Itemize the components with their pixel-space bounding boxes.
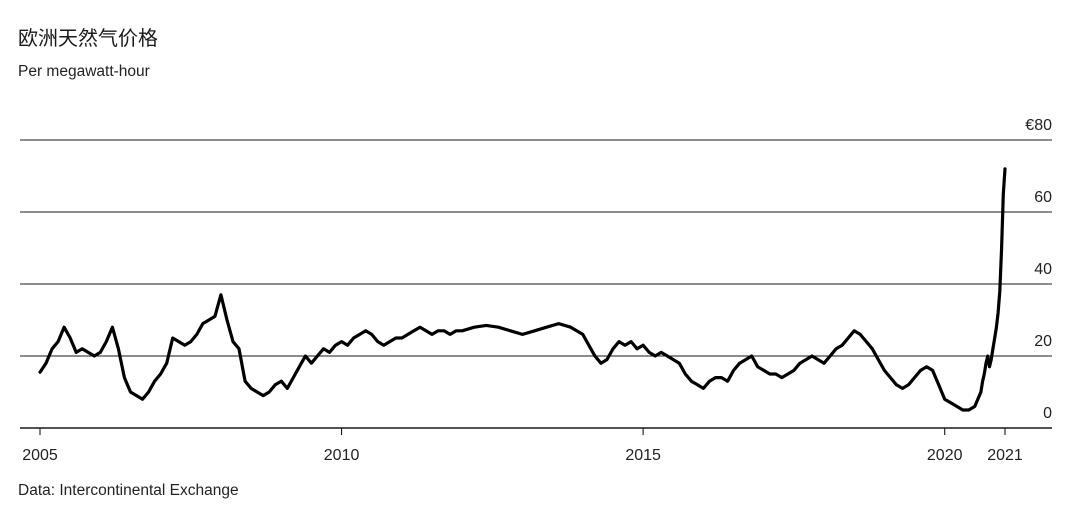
x-tick-label: 2005: [22, 447, 58, 464]
y-tick-label: 0: [1043, 405, 1052, 422]
x-axis-tick-labels: 2005 2010 2015 2020 2021: [22, 447, 1023, 464]
y-axis-tick-labels: 0 20 40 60 €80: [1025, 117, 1052, 422]
y-tick-label: 20: [1034, 333, 1052, 350]
data-source-note: Data: Intercontinental Exchange: [18, 482, 239, 499]
y-tick-label: 60: [1034, 189, 1052, 206]
series-line: [38, 167, 1007, 412]
chart-subtitle: Per megawatt-hour: [18, 63, 150, 80]
x-tick-label: 2010: [324, 447, 360, 464]
x-tick-label: 2020: [927, 447, 963, 464]
x-tick-label: 2021: [987, 447, 1023, 464]
gridlines: [20, 139, 1052, 435]
x-tick-label: 2015: [625, 447, 661, 464]
series-layer: [38, 167, 1007, 412]
chart-title: 欧洲天然气价格: [18, 26, 158, 50]
y-tick-label: €80: [1025, 117, 1052, 134]
y-tick-label: 40: [1034, 261, 1052, 278]
